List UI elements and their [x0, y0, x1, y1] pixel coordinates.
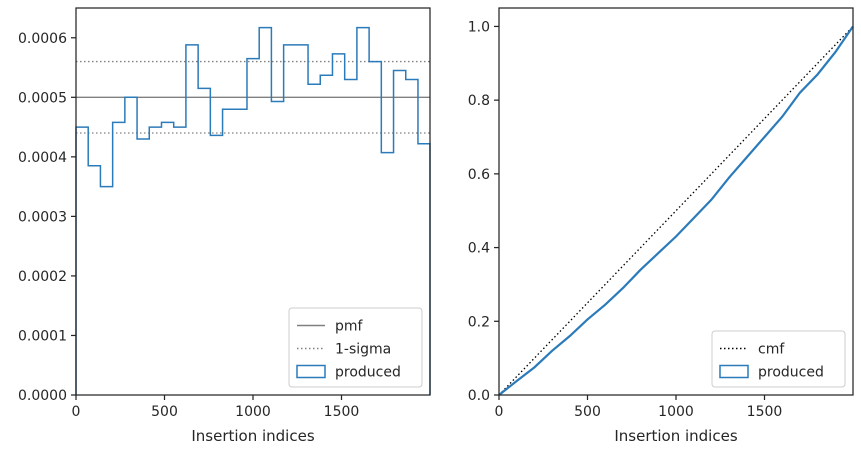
y-tick-label: 0.0006 [18, 31, 67, 47]
x-tick-label: 0 [495, 404, 504, 420]
histogram-marks [75, 26, 431, 395]
cumulative-x-axis-label: Insertion indices [614, 427, 737, 445]
cumulative-ticks: 0 500 1000 1500 0.0 0.2 0.4 0.6 0.8 1.0 [468, 19, 783, 420]
cumulative-legend: cmf produced [711, 330, 846, 388]
histogram-panel: 0 500 1000 1500 0.0000 0.0001 0.0002 0.0003 0.00… [18, 7, 431, 445]
x-tick-label: 1500 [747, 404, 783, 420]
legend-label-produced: produced [335, 365, 401, 381]
y-tick-label: 0.8 [468, 93, 490, 109]
x-tick-label: 1000 [235, 404, 271, 420]
x-tick-label: 1000 [658, 404, 694, 420]
y-tick-label: 0.0005 [18, 90, 67, 106]
cumulative-marks [498, 25, 854, 396]
y-tick-label: 0.0000 [18, 388, 67, 404]
cmf-line [498, 25, 854, 396]
y-tick-label: 0.6 [468, 167, 490, 183]
legend-label-1-sigma: 1-sigma [335, 342, 391, 358]
x-tick-label: 500 [574, 404, 601, 420]
produced-histogram-step [75, 26, 431, 395]
y-tick-label: 0.0002 [18, 269, 67, 285]
legend-label-produced: produced [758, 365, 824, 381]
histogram-ticks: 0 500 1000 1500 0.0000 0.0001 0.0002 0.0003 0.00… [18, 31, 359, 420]
cumulative-panel: 0 500 1000 1500 0.0 0.2 0.4 0.6 0.8 1.0 Insertion… [468, 7, 854, 445]
produced-cumulative-line [498, 25, 854, 396]
legend-label-pmf: pmf [335, 319, 364, 335]
histogram-legend: pmf 1-sigma produced [288, 307, 423, 388]
x-tick-label: 0 [72, 404, 81, 420]
y-tick-label: 0.0001 [18, 328, 67, 344]
x-tick-label: 1500 [324, 404, 360, 420]
legend-box [288, 307, 423, 388]
y-tick-label: 0.0 [468, 388, 490, 404]
legend-box [711, 330, 846, 388]
legend-produced-swatch [719, 364, 749, 379]
y-tick-label: 0.4 [468, 241, 490, 257]
x-tick-label: 500 [151, 404, 178, 420]
legend-produced-swatch [296, 364, 326, 379]
histogram-x-axis-label: Insertion indices [191, 427, 314, 445]
y-tick-label: 1.0 [468, 19, 490, 35]
y-tick-label: 0.0004 [18, 150, 67, 166]
y-tick-label: 0.2 [468, 314, 490, 330]
legend-label-cmf: cmf [758, 342, 785, 358]
y-tick-label: 0.0003 [18, 209, 67, 225]
